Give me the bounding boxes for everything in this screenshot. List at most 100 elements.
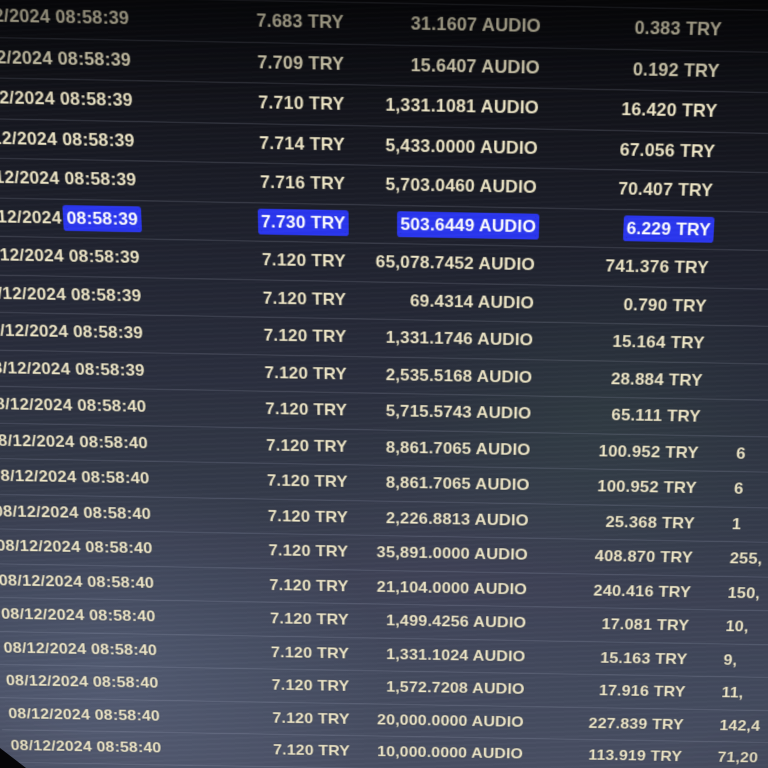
trade-price-cell: 7.709 TRY <box>132 40 345 84</box>
trade-amount-cell: 8,861.7065 AUDIO <box>352 429 531 467</box>
trade-price-cell: 7.120 TRY <box>162 733 350 767</box>
trade-price-cell: 7.710 TRY <box>133 81 345 124</box>
trade-datetime-cell: 08/12/2024 08:58:40 <box>12 762 164 768</box>
trade-time: 08:58:39 <box>54 6 130 29</box>
trade-total: 113.919 TRY <box>588 746 683 765</box>
trade-time: 08:58:40 <box>76 396 147 416</box>
trade-amount: 69.4314 AUDIO <box>409 290 535 313</box>
trade-amount: 20,000.0000 AUDIO <box>377 710 525 730</box>
trade-total: 0.383 TRY <box>634 17 723 40</box>
trade-time: 08:58:39 <box>70 284 142 305</box>
trade-amount: 1,331.1081 AUDIO <box>385 94 540 118</box>
trade-datetime-cell: 08/12/2024 08:58:40 <box>0 564 155 600</box>
trade-extra-cell: 9, <box>723 644 768 678</box>
trade-price-cell: 7.120 TRY <box>155 567 349 603</box>
trade-time: 08:58:40 <box>96 738 162 756</box>
trade-total-cell: 0.383 TRY <box>551 7 723 51</box>
trade-datetime-cell: 08/12/2024 08:58:40 <box>10 730 163 764</box>
trade-amount: 65,078.7452 AUDIO <box>375 251 536 275</box>
trade-datetime-cell: 08/12/2024 08:58:39 <box>0 350 146 389</box>
trade-total-cell: 70.407 TRY <box>547 169 714 210</box>
trade-price-cell: 7.120 TRY <box>147 390 347 429</box>
trade-time: 08:58:40 <box>94 706 161 724</box>
trade-price: 7.120 TRY <box>270 643 350 662</box>
trade-date: 08/12/2024 <box>0 166 60 189</box>
trade-price-cell: 7.120 TRY <box>145 353 347 392</box>
trade-amount: 503.6449 AUDIO <box>400 213 537 236</box>
trade-price: 7.120 TRY <box>269 609 349 629</box>
trade-amount: 21,104.0000 AUDIO <box>376 577 528 598</box>
trade-amount-cell: 1,331.1024 AUDIO <box>354 638 526 673</box>
trade-price: 7.120 TRY <box>263 325 347 347</box>
trade-price: 7.709 TRY <box>257 51 345 74</box>
trade-extra-cell: 11, <box>721 677 768 711</box>
trade-date: 08/12/2024 <box>2 638 87 658</box>
trade-amount: 10,000.0000 AUDIO <box>377 743 524 762</box>
trade-extra-cell: 150, <box>727 577 768 612</box>
trade-total-cell: 227.839 TRY <box>533 707 685 741</box>
trade-amount: 8,861.7065 AUDIO <box>385 437 531 459</box>
trade-price: 7.730 TRY <box>260 211 346 233</box>
trade-date: 08/12/2024 <box>0 571 83 590</box>
trade-time: 08:58:39 <box>72 322 144 343</box>
trade-total-cell: 113.919 TRY <box>532 739 683 768</box>
trade-price-cell: 7.714 TRY <box>135 122 345 165</box>
trade-date: 08/12/2024 <box>0 357 71 378</box>
trade-extra-cell: 1 <box>731 507 768 543</box>
trade-extra-value: 142,4 <box>719 716 761 734</box>
trade-amount: 8,861.7065 AUDIO <box>385 473 530 494</box>
trade-datetime-cell: 08/12/2024 08:58:40 <box>0 598 156 633</box>
trade-extra-value: 150, <box>727 583 761 602</box>
trade-total: 0.192 TRY <box>632 58 721 81</box>
trade-extra-cell <box>746 251 768 290</box>
trade-amount: 2,535.5168 AUDIO <box>385 364 533 387</box>
trade-total-cell: 28.884 TRY <box>542 360 704 399</box>
trade-total: 0.790 TRY <box>623 294 708 316</box>
trade-price: 7.120 TRY <box>268 541 349 561</box>
trade-extra-cell: 142,4 <box>719 710 768 743</box>
trade-total: 28.884 TRY <box>610 369 704 390</box>
trade-amount-cell: 1,331.1081 AUDIO <box>350 85 540 128</box>
trade-total: 408.870 TRY <box>594 547 694 567</box>
trade-amount-cell: 2,535.5168 AUDIO <box>352 356 533 395</box>
trade-datetime-cell: 08/12/2024 08:58:39 <box>0 0 130 39</box>
trade-price: 7.120 TRY <box>266 471 348 491</box>
trade-price-cell: 7.120 TRY <box>158 634 350 670</box>
trade-total: 17.081 TRY <box>601 615 690 635</box>
trade-extra-cell <box>744 289 768 328</box>
trade-datetime-cell: 08/12/2024 08:58:39 <box>0 158 137 199</box>
trade-datetime-cell: 08/12/2024 08:58:39 <box>0 313 144 352</box>
trade-price-cell: 7.120 TRY <box>144 316 347 356</box>
trade-price-cell: 7.120 TRY <box>152 497 349 534</box>
trade-extra-value: 10, <box>725 617 750 636</box>
trade-time: 08:58:39 <box>63 168 137 190</box>
trade-time: 08:58:39 <box>61 128 136 151</box>
trade-amount-cell: 5,703.0460 AUDIO <box>350 165 537 207</box>
trade-price-cell: 7.683 TRY <box>130 0 344 43</box>
trade-datetime-cell: 08/12/2024 08:58:40 <box>0 529 153 565</box>
trade-time: 08:58:40 <box>90 640 158 659</box>
trade-amount: 5,433.0000 AUDIO <box>385 134 539 158</box>
trade-amount: 1,331.1024 AUDIO <box>386 645 526 665</box>
trade-date: 08/12/2024 <box>0 501 79 522</box>
trade-datetime-cell: 08/12/2024 08:58:40 <box>0 494 152 531</box>
trade-date: 08/12/2024 <box>0 244 65 266</box>
trade-total: 15.163 TRY <box>599 648 688 668</box>
trade-amount-cell: 503.6449 AUDIO <box>351 205 537 246</box>
trade-datetime-cell: 08/12/2024 08:58:40 <box>2 632 158 667</box>
trade-price: 7.120 TRY <box>265 399 348 420</box>
trade-total-cell: 0.192 TRY <box>550 48 721 91</box>
trade-datetime-cell: 08/12/2024 08:58:40 <box>5 665 159 700</box>
trade-price: 7.120 TRY <box>271 676 350 695</box>
trade-time: 08:58:40 <box>86 572 155 592</box>
trade-date: 08/12/2024 <box>0 430 75 451</box>
trade-price: 7.710 TRY <box>258 92 345 115</box>
trade-total-cell: 15.163 TRY <box>535 641 689 676</box>
trade-total: 16.420 TRY <box>620 98 718 122</box>
trade-amount-cell: 20,000.0000 AUDIO <box>354 704 524 738</box>
trade-datetime-cell: 08/12/2024 08:58:40 <box>0 423 149 461</box>
trade-price-cell: 7.120 TRY <box>142 278 347 318</box>
trade-time: 08:58:40 <box>92 673 159 692</box>
